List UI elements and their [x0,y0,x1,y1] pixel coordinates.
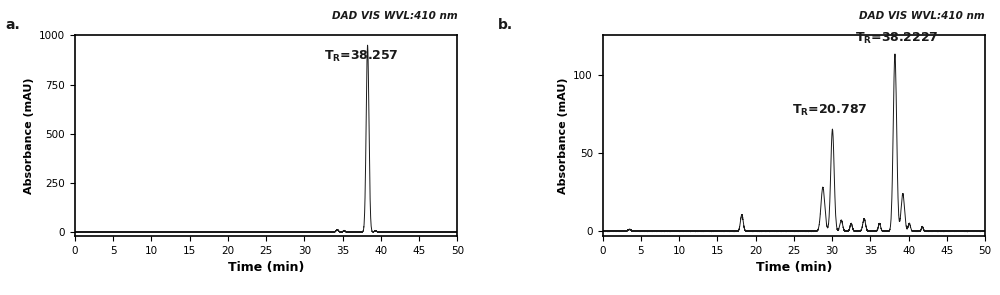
X-axis label: Time (min): Time (min) [228,261,304,274]
Text: b.: b. [498,18,513,32]
Y-axis label: Absorbance (mAU): Absorbance (mAU) [24,78,34,194]
Text: $\mathbf{T}_{\mathbf{R}}$=20.787: $\mathbf{T}_{\mathbf{R}}$=20.787 [792,103,868,119]
Text: $\mathbf{T}_{\mathbf{R}}$=38.2227: $\mathbf{T}_{\mathbf{R}}$=38.2227 [855,31,939,46]
Text: $\mathbf{T}_{\mathbf{R}}$=38.257: $\mathbf{T}_{\mathbf{R}}$=38.257 [324,49,398,64]
Text: DAD VIS WVL:410 nm: DAD VIS WVL:410 nm [332,12,457,21]
X-axis label: Time (min): Time (min) [756,261,832,274]
Text: DAD VIS WVL:410 nm: DAD VIS WVL:410 nm [859,12,985,21]
Y-axis label: Absorbance (mAU): Absorbance (mAU) [558,78,568,194]
Text: a.: a. [5,18,20,32]
